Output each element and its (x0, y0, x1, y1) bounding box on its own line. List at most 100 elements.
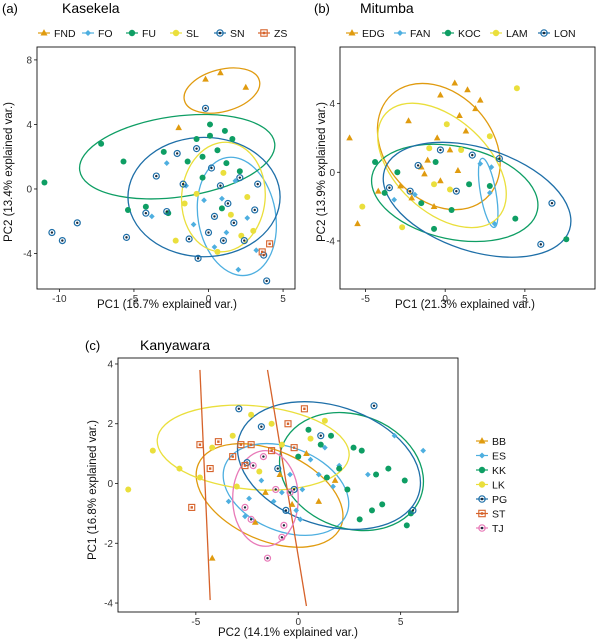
point-koc (432, 158, 439, 165)
point-bb (208, 554, 216, 561)
ellipse-lon (382, 141, 572, 258)
point-koc (563, 236, 570, 243)
panel-kanyawara: (c) Kanyawara BB ES KK LK PG ST TJ -5 0 5 -4 -2 0 2 4… (85, 337, 507, 639)
legend-label: KOC (458, 28, 481, 40)
legend-item-lon: LON (538, 28, 576, 40)
ellipse-lk (156, 404, 350, 491)
point-kk (350, 444, 357, 451)
point-lon (452, 187, 460, 195)
point-bb (331, 476, 339, 483)
point-sn (207, 164, 216, 172)
point-lam (446, 186, 453, 193)
legend-symbol-fan (396, 29, 404, 37)
point-koc (372, 158, 379, 165)
point-lon (537, 240, 545, 248)
legend-symbol-lam (492, 29, 500, 37)
legend-item-sl: SL (170, 28, 199, 40)
point-sn (192, 145, 201, 153)
legend-symbol-fu (128, 29, 136, 37)
x-axis-title-kasekela: PC1 (16.7% explained var.) (97, 299, 237, 311)
legend-label: FO (98, 28, 113, 40)
point-koc (448, 207, 455, 214)
legend-symbol-lon (540, 29, 548, 37)
point-fnd (242, 83, 250, 90)
point-sn (163, 207, 171, 216)
legend-kanyawara: BB ES KK LK PG ST TJ (476, 436, 507, 535)
point-sn (210, 212, 219, 220)
ellipse-tj (232, 449, 299, 547)
ellipse-line-st-1 (266, 369, 308, 607)
x-tick-label: 5 (522, 294, 528, 305)
legend-label: BB (492, 436, 506, 448)
point-es (315, 471, 322, 478)
y-tick-label: 0 (26, 184, 32, 195)
point-edg (354, 220, 361, 227)
legend-label: SN (230, 28, 245, 40)
point-kk (336, 465, 343, 472)
point-es (279, 489, 285, 496)
point-tj (278, 533, 286, 541)
point-edg (456, 112, 463, 119)
legend-symbol-bb (478, 437, 486, 444)
point-fo (253, 247, 260, 254)
legend-item-zs: ZS (258, 28, 287, 40)
point-kk (295, 453, 302, 460)
legend-label: LAM (506, 28, 528, 40)
panel-kasekela: (a) Kasekela FND FO FU SL SN ZS -10 -5 0 5-4048 … (2, 0, 296, 311)
point-st (284, 420, 292, 428)
x-tick-label: -5 (129, 294, 138, 305)
point-kk (368, 507, 375, 514)
point-lam (486, 133, 493, 140)
point-pg (274, 464, 282, 473)
point-edg (451, 79, 459, 86)
point-fu (98, 140, 105, 147)
legend-item-fan: FAN (394, 28, 430, 40)
panel-mitumba: (b) Mitumba EDG FAN KOC LAM LON -5 0 5 -4 0 4 PC1… (314, 0, 596, 311)
point-sn (142, 209, 150, 217)
point-edg (464, 86, 471, 93)
point-kk (401, 477, 408, 484)
legend-item-fu: FU (126, 28, 156, 40)
point-st (188, 503, 196, 511)
point-es (391, 432, 398, 439)
point-sl (214, 248, 221, 255)
point-fu (223, 160, 230, 167)
panel-b-title: Mitumba (360, 0, 414, 16)
point-sn (194, 254, 202, 262)
x-tick-label: -10 (52, 294, 67, 305)
point-es (297, 516, 304, 523)
point-tj (263, 554, 272, 562)
point-pg (409, 506, 417, 514)
legend-item-edg: EDG (346, 28, 385, 40)
point-es (322, 444, 328, 451)
point-sl (193, 190, 200, 197)
point-fo (223, 229, 230, 236)
point-es (225, 498, 232, 505)
point-bb (303, 450, 310, 457)
point-fo (219, 195, 225, 202)
point-edg (437, 91, 444, 98)
point-edg (421, 170, 428, 177)
ellipse-es (222, 442, 350, 537)
point-es (258, 477, 265, 484)
point-sn (204, 228, 213, 237)
point-fu (206, 132, 213, 139)
point-koc (418, 200, 425, 207)
point-lk (278, 441, 285, 448)
legend-item-fo: FO (82, 28, 113, 40)
point-fu (41, 179, 48, 186)
point-es (330, 483, 336, 490)
point-lam (426, 145, 433, 152)
point-fu (236, 168, 243, 175)
point-edg (408, 194, 416, 201)
point-edg (430, 203, 438, 210)
point-bb (262, 488, 269, 495)
plot-content (346, 79, 572, 258)
point-st (196, 441, 204, 449)
point-sn (254, 180, 262, 188)
point-pg (235, 405, 243, 413)
y-axis-title-kanyawara: PC1 (16.8% explained var.) (87, 420, 99, 560)
point-lk (233, 483, 240, 490)
point-sn (152, 172, 160, 180)
